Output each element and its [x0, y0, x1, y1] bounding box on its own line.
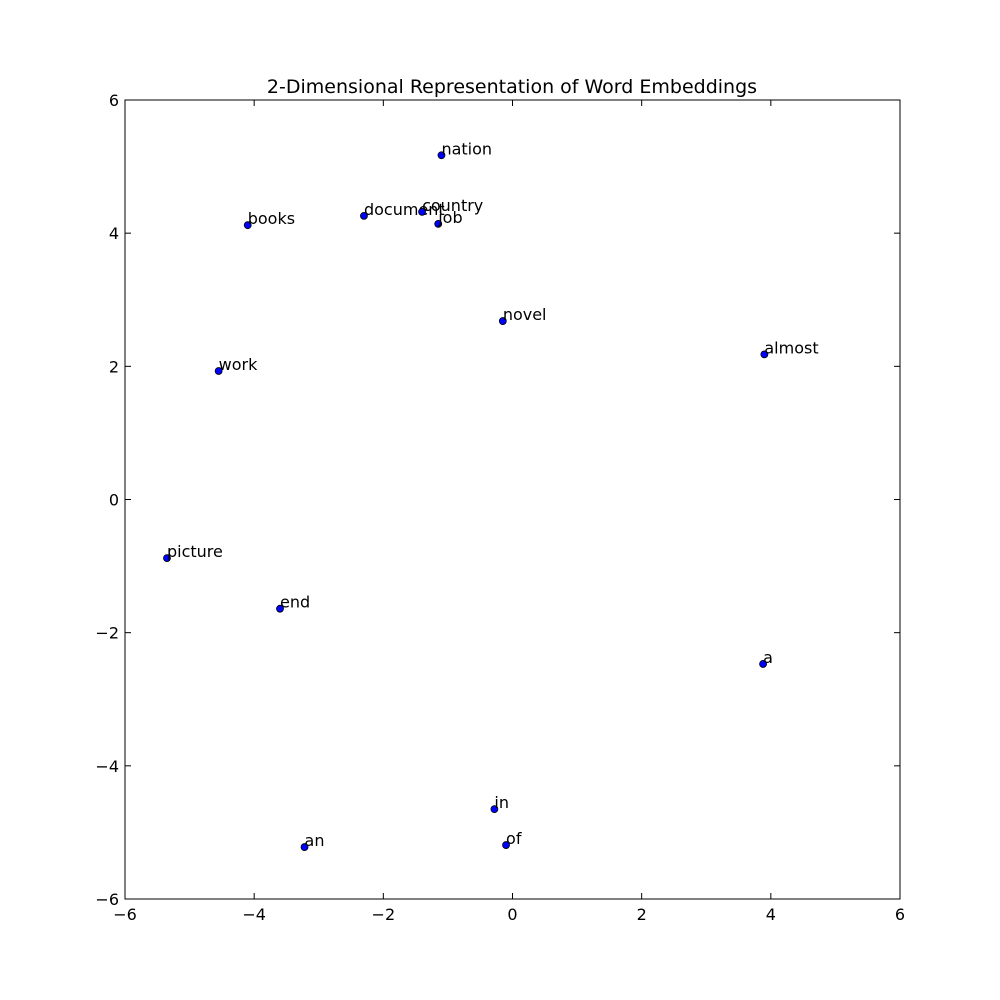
y-tick-label: −2 — [95, 624, 119, 643]
x-tick-label: 4 — [766, 905, 776, 924]
data-point-country — [418, 207, 426, 216]
data-point-books — [243, 221, 252, 230]
data-label-picture: picture — [167, 542, 223, 561]
y-tick-label: 2 — [109, 357, 119, 376]
data-label-in: in — [494, 793, 509, 812]
axis-ticks: −6 −4 −2 0 2 4 6 −6 −4 −2 0 2 4 6 — [95, 91, 905, 924]
data-point-in — [490, 805, 499, 814]
x-tick-label: 0 — [507, 905, 517, 924]
data-point-document — [360, 211, 368, 220]
y-tick-label: 4 — [109, 224, 119, 243]
y-tick-label: −6 — [95, 890, 119, 909]
data-point-job — [434, 219, 443, 228]
data-point-picture — [163, 554, 171, 562]
data-point-almost — [760, 350, 769, 359]
data-label-job: job — [437, 208, 462, 227]
data-label-end: end — [280, 593, 310, 612]
plot-frame — [124, 99, 901, 900]
data-label-books: books — [248, 209, 295, 228]
data-point-of — [502, 841, 510, 849]
data-point-a — [759, 660, 767, 668]
data-point-work — [214, 367, 223, 375]
data-label-nation: nation — [441, 139, 492, 158]
x-tick-label: 2 — [637, 905, 647, 924]
x-tick-label: −2 — [372, 905, 396, 924]
data-point-end — [276, 604, 284, 613]
chart-title: 2-Dimensional Representation of Word Emb… — [267, 76, 757, 98]
data-label-country: country — [422, 196, 483, 215]
data-label-novel: novel — [503, 305, 547, 324]
data-point-an — [300, 843, 309, 851]
data-label-almost: almost — [764, 338, 818, 357]
data-label-a: a — [763, 648, 773, 667]
data-point-novel — [498, 317, 507, 325]
x-tick-label: −6 — [113, 905, 137, 924]
data-label-of: of — [506, 829, 522, 848]
x-tick-label: 6 — [895, 905, 905, 924]
x-tick-label: −4 — [242, 905, 266, 924]
data-label-an: an — [305, 831, 325, 850]
data-label-work: work — [219, 355, 258, 374]
y-tick-label: 0 — [109, 491, 119, 510]
data-point-nation — [437, 151, 446, 160]
data-points: nationdocumentcountryjobbooksnovelalmost… — [163, 139, 819, 851]
y-tick-label: 6 — [109, 91, 119, 110]
y-tick-label: −4 — [95, 757, 119, 776]
